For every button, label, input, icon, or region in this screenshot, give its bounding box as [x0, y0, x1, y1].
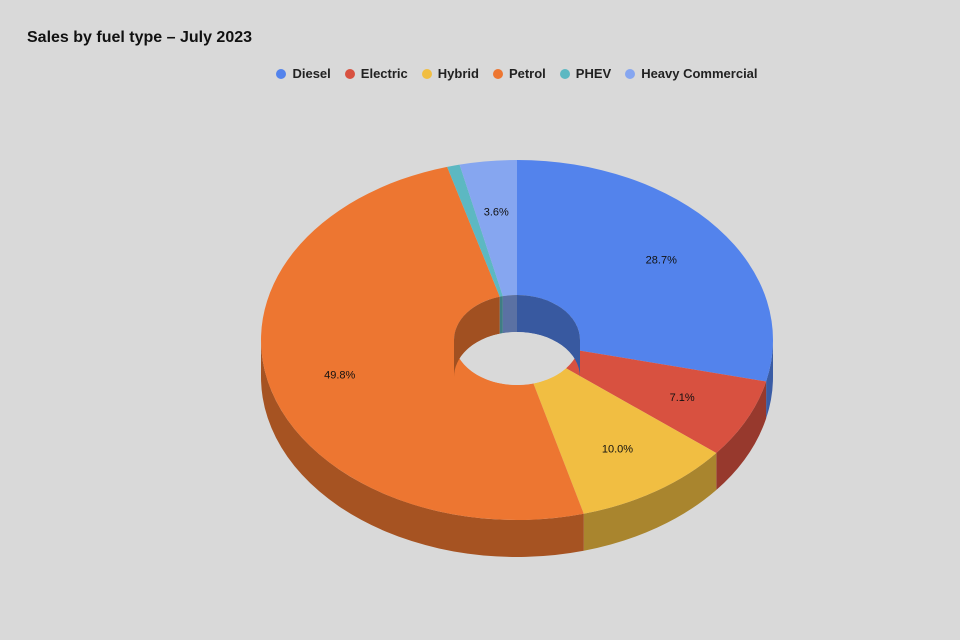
- legend-swatch-hybrid: [421, 68, 432, 79]
- legend-label-electric: Electric: [360, 66, 408, 81]
- inner-wall-petrol: [454, 296, 500, 377]
- pie-labels: 28.7% 7.1% 10.0% 49.8% 3.6%: [324, 206, 695, 455]
- slice-heavy-commercial[interactable]: [459, 160, 517, 297]
- legend-label-petrol: Petrol: [508, 66, 546, 81]
- donut-hole: [454, 332, 580, 385]
- legend-item-diesel[interactable]: Diesel: [276, 66, 331, 81]
- legend-label-diesel: Diesel: [292, 66, 331, 81]
- inner-wall-diesel: [517, 295, 580, 377]
- data-label-electric: 7.1%: [670, 392, 695, 404]
- slice-phev[interactable]: [447, 164, 503, 297]
- legend-item-petrol[interactable]: Petrol: [492, 66, 546, 81]
- legend-item-heavy-commercial[interactable]: Heavy Commercial: [625, 66, 758, 81]
- pie-inner-walls: [454, 295, 580, 377]
- legend-label-phev: PHEV: [575, 66, 612, 81]
- side-hybrid: [583, 452, 717, 551]
- slice-petrol[interactable]: [261, 166, 584, 520]
- legend-item-hybrid[interactable]: Hybrid: [421, 66, 479, 81]
- legend-swatch-diesel: [276, 68, 287, 79]
- legend-label-heavy-commercial: Heavy Commercial: [641, 66, 758, 81]
- slice-electric[interactable]: [566, 350, 767, 453]
- pie-side-walls: [261, 340, 773, 557]
- slice-hybrid[interactable]: [533, 368, 717, 514]
- legend-item-electric[interactable]: Electric: [344, 66, 408, 81]
- side-electric: [716, 381, 767, 490]
- legend-item-phev[interactable]: PHEV: [559, 66, 612, 81]
- slice-diesel[interactable]: [517, 160, 773, 382]
- legend-label-hybrid: Hybrid: [437, 66, 479, 81]
- pie-slices: [261, 160, 773, 520]
- data-label-diesel: 28.7%: [646, 255, 677, 267]
- data-label-petrol: 49.8%: [324, 370, 355, 382]
- legend-swatch-heavy-commercial: [625, 68, 636, 79]
- side-petrol: [261, 340, 584, 557]
- chart-title: Sales by fuel type – July 2023: [27, 29, 253, 46]
- legend-swatch-petrol: [492, 68, 503, 79]
- data-label-heavy-commercial: 3.6%: [484, 206, 509, 218]
- legend-swatch-electric: [344, 68, 355, 79]
- side-diesel: [766, 340, 773, 419]
- chart-legend: Diesel Electric Hybrid Petrol PHEV Heavy Comm…: [0, 66, 960, 81]
- data-label-hybrid: 10.0%: [602, 443, 633, 455]
- inner-wall-heavy-commercial: [502, 295, 517, 334]
- legend-swatch-phev: [559, 68, 570, 79]
- inner-wall-phev: [499, 296, 503, 334]
